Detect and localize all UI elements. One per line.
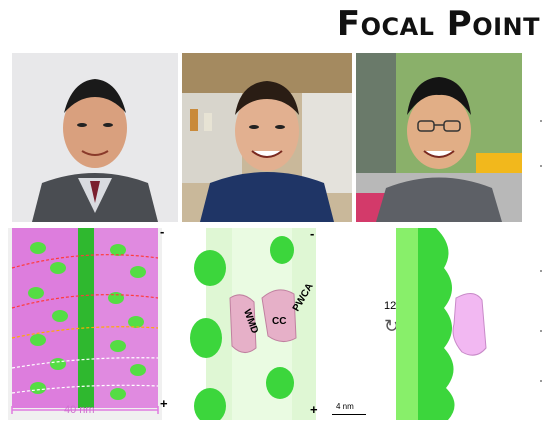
margin-mark bbox=[540, 380, 542, 382]
section-title: Focal Point bbox=[336, 4, 540, 44]
margin-mark bbox=[540, 120, 542, 122]
scale-bar-4nm bbox=[332, 414, 366, 415]
domain-label-cc: CC bbox=[272, 316, 287, 327]
cryo-em-map-panel bbox=[8, 228, 162, 420]
plus-end-label: + bbox=[160, 396, 168, 411]
margin-mark bbox=[540, 270, 542, 272]
minus-end-label: - bbox=[160, 224, 165, 239]
scale-label-40nm: 40 nm bbox=[64, 404, 95, 416]
portrait-photo-3 bbox=[356, 53, 522, 222]
rotated-view-panel bbox=[396, 228, 492, 420]
domain-map-panel bbox=[182, 228, 366, 420]
plus-end-label-2: + bbox=[310, 402, 318, 417]
scale-label-4nm: 4 nm bbox=[336, 402, 354, 411]
margin-mark bbox=[540, 330, 542, 332]
margin-mark bbox=[540, 165, 542, 167]
portrait-photo-2 bbox=[182, 53, 352, 222]
portrait-photo-1 bbox=[12, 53, 178, 222]
rotate-icon: ↻ bbox=[384, 316, 400, 336]
minus-end-label-2: - bbox=[310, 226, 315, 241]
